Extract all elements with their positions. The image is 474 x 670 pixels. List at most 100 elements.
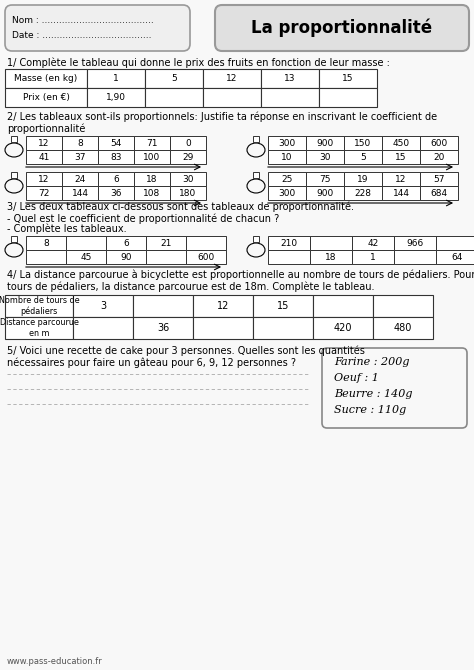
Bar [11,236,17,242]
Text: 83: 83 [110,153,122,161]
Bar [306,136,344,150]
Bar [62,150,98,164]
Bar [11,136,17,142]
Text: 210: 210 [281,239,298,247]
Text: 15: 15 [342,74,354,83]
Bar [268,172,306,186]
Text: 36: 36 [110,188,122,198]
Text: 29: 29 [182,153,194,161]
Text: 4/ La distance parcourue à bicyclette est proportionnelle au nombre de tours de : 4/ La distance parcourue à bicyclette es… [7,270,474,281]
Text: 1: 1 [113,74,119,83]
Text: 71: 71 [146,139,158,147]
Bar [253,172,259,178]
Text: 45: 45 [80,253,91,261]
Text: Beurre : 140g: Beurre : 140g [334,389,412,399]
Bar [26,172,62,186]
Bar [344,150,382,164]
Text: Distance parcourue
en m: Distance parcourue en m [0,318,78,338]
Bar [133,295,193,317]
Bar [26,136,62,150]
Bar [253,295,313,317]
Text: 228: 228 [355,188,372,198]
Text: 150: 150 [355,139,372,147]
Text: 5: 5 [171,74,177,83]
Bar [5,295,73,317]
Text: proportionnalité: proportionnalité [7,123,85,133]
Bar [261,88,319,107]
Text: 24: 24 [74,174,86,184]
Bar [436,250,474,264]
Text: Nom : .......................................: Nom : ..................................… [12,16,154,25]
Text: Prix (en €): Prix (en €) [23,93,69,102]
Text: Masse (en kg): Masse (en kg) [14,74,78,83]
Bar [253,236,259,242]
Text: 72: 72 [38,188,50,198]
Bar [313,317,373,339]
Bar [11,172,17,178]
Bar [170,186,206,200]
Text: 12: 12 [217,301,229,311]
Text: 144: 144 [392,188,410,198]
Text: 25: 25 [281,174,292,184]
Bar [134,172,170,186]
Text: Nombre de tours de
pédaliers: Nombre de tours de pédaliers [0,296,79,316]
Text: nécessaires pour faire un gâteau pour 6, 9, 12 personnes ?: nécessaires pour faire un gâteau pour 6,… [7,357,296,368]
Text: 1/ Complète le tableau qui donne le prix des fruits en fonction de leur masse :: 1/ Complète le tableau qui donne le prix… [7,57,390,68]
Bar [319,69,377,88]
Text: 19: 19 [357,174,369,184]
Bar [352,250,394,264]
Text: 420: 420 [334,323,352,333]
Bar [420,136,458,150]
FancyBboxPatch shape [322,348,467,428]
Text: 36: 36 [157,323,169,333]
Text: 54: 54 [110,139,122,147]
Text: 30: 30 [319,153,331,161]
Text: Date : ......................................: Date : .................................… [12,31,152,40]
Text: 684: 684 [430,188,447,198]
Text: 180: 180 [179,188,197,198]
Text: 8: 8 [43,239,49,247]
Bar [261,69,319,88]
Text: 41: 41 [38,153,50,161]
Text: Sucre : 110g: Sucre : 110g [334,405,406,415]
Text: 13: 13 [284,74,296,83]
Text: 480: 480 [394,323,412,333]
Text: 21: 21 [160,239,172,247]
Text: 15: 15 [395,153,407,161]
Bar [87,69,145,88]
Text: 300: 300 [278,139,296,147]
Text: 37: 37 [74,153,86,161]
Text: 6: 6 [113,174,119,184]
Text: 57: 57 [433,174,445,184]
Bar [268,186,306,200]
Text: 1: 1 [370,253,376,261]
Bar [193,317,253,339]
Text: 8: 8 [77,139,83,147]
Bar [62,186,98,200]
Bar [73,295,133,317]
Bar [146,250,186,264]
Bar [319,88,377,107]
Text: 600: 600 [430,139,447,147]
Bar [66,250,106,264]
Bar [87,88,145,107]
Text: 100: 100 [143,153,161,161]
Bar [98,186,134,200]
Bar [98,150,134,164]
Bar [268,150,306,164]
Bar [134,150,170,164]
Text: 6: 6 [123,239,129,247]
Text: 90: 90 [120,253,132,261]
Bar [73,317,133,339]
Text: 144: 144 [72,188,89,198]
Text: - Complète les tableaux.: - Complète les tableaux. [7,224,127,234]
Bar [193,295,253,317]
Text: 450: 450 [392,139,410,147]
Bar [98,172,134,186]
Bar [268,136,306,150]
Bar [186,236,226,250]
Bar [268,250,310,264]
Text: 12: 12 [38,174,50,184]
Text: - Quel est le coefficient de proportionnalité de chacun ?: - Quel est le coefficient de proportionn… [7,213,279,224]
FancyBboxPatch shape [215,5,469,51]
